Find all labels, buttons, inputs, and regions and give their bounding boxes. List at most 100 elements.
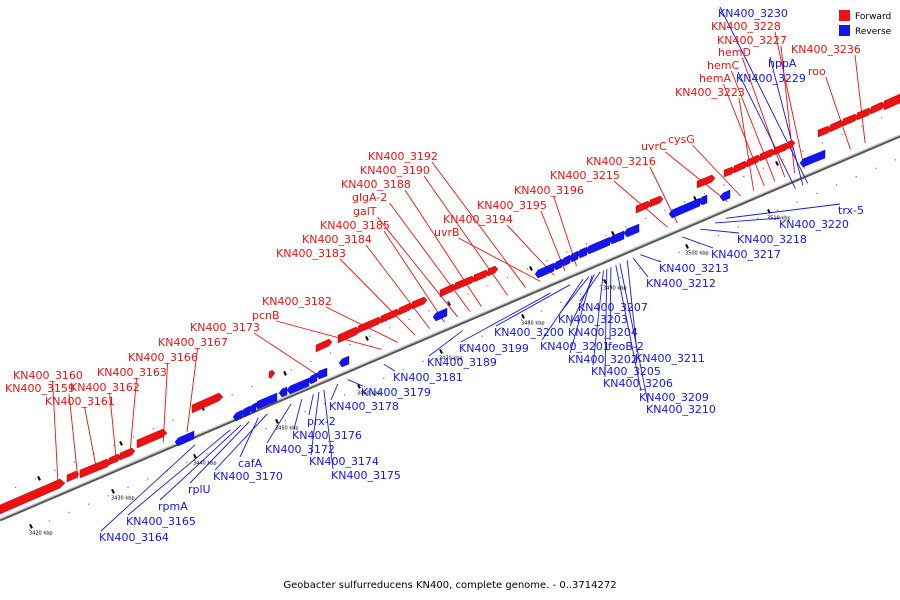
tick-label: 3420 kbp xyxy=(29,530,53,536)
forward-gene-block xyxy=(773,142,790,156)
reverse-leader-line xyxy=(127,429,231,516)
grid-dot xyxy=(664,209,666,211)
forward-gene-label: KN400_3173 xyxy=(190,321,260,334)
grid-dot xyxy=(290,369,292,371)
forward-leader-line xyxy=(389,202,471,312)
forward-leader-line xyxy=(774,31,805,169)
grid-dot xyxy=(206,453,208,455)
reverse-gene-label: prx-2 xyxy=(307,415,336,428)
forward-gene-label: KN400_3185 xyxy=(320,219,390,232)
grid-dot xyxy=(28,528,31,530)
reverse-leader-line xyxy=(579,271,601,302)
forward-gene-block xyxy=(357,316,383,334)
forward-gene-label: galT xyxy=(353,205,377,218)
reverse-gene-label: feoB-2 xyxy=(608,340,644,353)
legend-forward-swatch xyxy=(839,10,850,21)
reverse-gene-label: KN400_3213 xyxy=(659,262,729,275)
forward-gene-label: KN400_3192 xyxy=(368,150,438,163)
tick-marks xyxy=(29,160,779,529)
reverse-leader-line xyxy=(308,394,314,416)
grid-dot xyxy=(540,310,542,312)
reverse-gene-label: KN400_3181 xyxy=(393,371,463,384)
reverse-gene-label: rplU xyxy=(188,483,211,496)
grid-dot xyxy=(802,150,804,153)
reverse-leader-line xyxy=(347,379,364,387)
forward-leader-line xyxy=(68,393,79,479)
reverse-gene-block xyxy=(315,367,328,380)
reverse-gene-block xyxy=(585,236,611,255)
grid-dot xyxy=(737,226,739,228)
grid-dot xyxy=(152,427,155,430)
forward-gene-label: KN400_3163 xyxy=(97,366,167,379)
reverse-leader-line xyxy=(323,389,334,470)
grid-dot xyxy=(579,293,582,295)
grid-dot xyxy=(73,461,76,463)
reverse-gene-block xyxy=(534,262,555,279)
forward-leader-line xyxy=(129,377,138,457)
tick-label: 3470 kbp xyxy=(439,355,463,361)
reverse-leader-line xyxy=(604,269,608,378)
forward-gene-block xyxy=(315,338,333,353)
reverse-leader-line xyxy=(569,274,595,327)
reverse-leader-line xyxy=(719,6,809,184)
forward-gene-label: roo xyxy=(808,65,826,78)
legend: Forward Reverse xyxy=(839,10,892,37)
grid-dot xyxy=(231,394,233,396)
reverse-leader-line xyxy=(715,217,782,224)
grid-dot xyxy=(757,217,759,220)
grid-dot xyxy=(703,192,706,195)
grid-dot xyxy=(447,301,450,304)
forward-leader-line xyxy=(365,244,431,329)
reverse-gene-block xyxy=(560,254,571,267)
reverse-leader-line xyxy=(682,236,714,249)
reverse-gene-block xyxy=(307,372,318,385)
legend-reverse-swatch xyxy=(839,25,850,36)
forward-gene-label: KN400_3182 xyxy=(262,295,332,308)
grid-dot xyxy=(506,276,509,279)
forward-leader-line xyxy=(404,189,482,307)
gene-features xyxy=(0,93,900,515)
reverse-gene-label: KN400_3176 xyxy=(292,429,362,442)
forward-gene-label: pcnB xyxy=(252,309,280,322)
reverse-leader-line xyxy=(293,399,303,430)
reverse-gene-label: KN400_3217 xyxy=(711,248,781,261)
reverse-gene-label: KN400_3229 xyxy=(736,72,806,85)
grid-dot xyxy=(349,343,351,346)
grid-dot xyxy=(861,125,863,128)
forward-gene-label: KN400_3161 xyxy=(45,395,115,408)
forward-gene-block xyxy=(787,139,796,150)
tick-mark xyxy=(685,243,689,249)
tick-mark xyxy=(37,475,41,481)
grid-dot xyxy=(717,234,720,237)
grid-dot xyxy=(14,486,17,488)
forward-gene-label: KN400_3196 xyxy=(514,184,584,197)
reverse-gene-label: KN400_3230 xyxy=(718,7,788,20)
tick-mark xyxy=(603,278,607,284)
grid-dot xyxy=(501,327,503,329)
reverse-leader-line xyxy=(159,424,242,501)
forward-leader-line xyxy=(854,54,866,143)
forward-leader-line xyxy=(253,332,320,377)
forward-gene-label: uvrB xyxy=(434,226,460,239)
grid-dot xyxy=(127,486,129,489)
grid-dot xyxy=(841,134,843,136)
forward-gene-label: KN400_3167 xyxy=(158,336,228,349)
reverse-gene-block xyxy=(248,402,257,414)
tick-label: 3480 kbp xyxy=(521,320,545,326)
reverse-gene-block xyxy=(338,355,350,368)
reverse-gene-label: KN400_3178 xyxy=(329,400,399,413)
grid-dot xyxy=(147,478,149,480)
forward-gene-block xyxy=(635,200,652,214)
forward-gene-label: KN400_3227 xyxy=(717,34,787,47)
genome-caption: Geobacter sulfurreducens KN400, complete… xyxy=(283,580,616,591)
reverse-leader-line xyxy=(769,56,804,186)
forward-gene-block xyxy=(759,148,776,162)
grid-dot xyxy=(487,285,489,287)
reverse-gene-label: KN400_3164 xyxy=(99,531,169,544)
forward-leader-line xyxy=(665,151,728,202)
grid-dot xyxy=(422,360,424,363)
grid-dot xyxy=(698,243,700,245)
reverse-gene-block xyxy=(254,392,278,410)
forward-gene-block xyxy=(108,453,122,466)
